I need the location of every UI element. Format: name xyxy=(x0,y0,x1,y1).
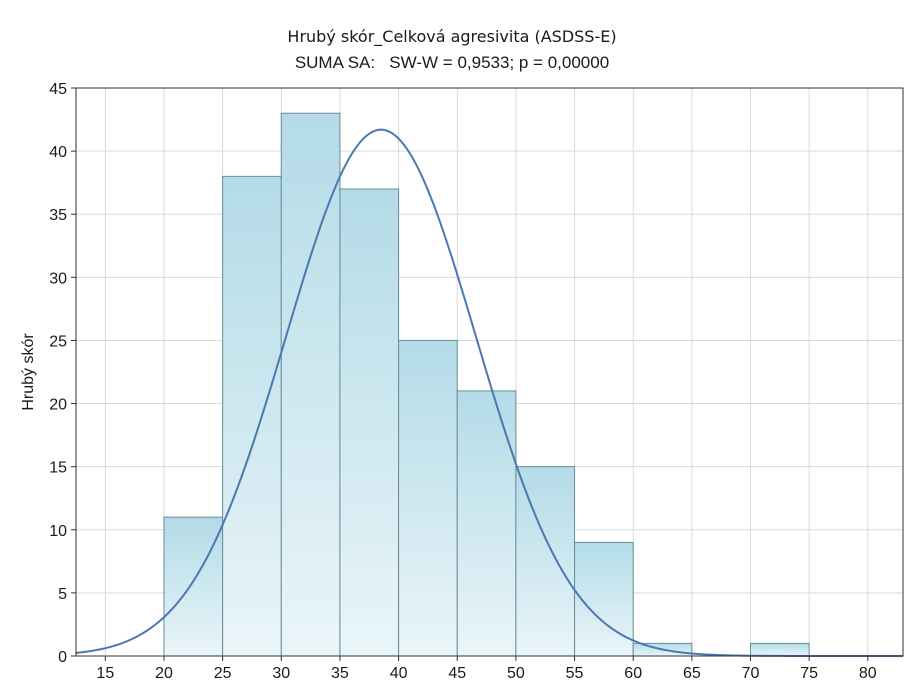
x-tick-label: 70 xyxy=(742,665,760,682)
chart-title: Hrubý skór_Celková agresivita (ASDSS-E) xyxy=(287,27,616,47)
x-tick-label: 35 xyxy=(331,665,349,682)
y-tick-label: 35 xyxy=(49,207,67,224)
x-tick-label: 60 xyxy=(624,665,642,682)
x-tick-label: 80 xyxy=(859,665,877,682)
y-tick-label: 15 xyxy=(49,460,67,477)
histogram-bar xyxy=(339,188,400,657)
y-axis-label: Hrubý skór xyxy=(20,333,37,411)
y-tick-label: 45 xyxy=(49,81,67,98)
y-tick-label: 40 xyxy=(49,144,67,161)
y-tick-label: 20 xyxy=(49,397,67,414)
x-tick-label: 50 xyxy=(507,665,525,682)
histogram-bar xyxy=(515,466,576,657)
x-tick-label: 65 xyxy=(683,665,701,682)
histogram-bar xyxy=(574,541,634,657)
axes xyxy=(71,87,904,661)
histogram-bars xyxy=(163,112,810,657)
histogram-bar xyxy=(222,175,282,657)
plot-frame xyxy=(75,87,904,657)
y-tick-label: 0 xyxy=(58,649,67,666)
histogram-bar xyxy=(398,339,458,657)
x-tick-label: 75 xyxy=(800,665,818,682)
y-tick-labels: 0 5 10 15 20 25 30 35 40 45 xyxy=(49,81,67,666)
histogram-bar xyxy=(456,390,517,657)
x-tick-label: 30 xyxy=(272,665,290,682)
y-tick-label: 25 xyxy=(49,333,67,350)
y-tick-label: 10 xyxy=(49,523,67,540)
histogram-bar xyxy=(163,516,224,657)
x-tick-label: 25 xyxy=(214,665,232,682)
y-tick-label: 30 xyxy=(49,270,67,287)
y-tick-label: 5 xyxy=(58,586,67,603)
x-tick-label: 40 xyxy=(390,665,408,682)
x-tick-label: 45 xyxy=(448,665,466,682)
histogram-bar xyxy=(750,642,810,657)
x-tick-label: 15 xyxy=(96,665,114,682)
x-tick-label: 55 xyxy=(566,665,584,682)
x-tick-labels: 15 20 25 30 35 40 45 50 55 60 65 70 75 80 xyxy=(96,665,876,682)
histogram-bar xyxy=(280,112,341,657)
chart-subtitle: SUMA SA: SW-W = 0,9533; p = 0,00000 xyxy=(295,53,609,72)
x-tick-label: 20 xyxy=(155,665,173,682)
